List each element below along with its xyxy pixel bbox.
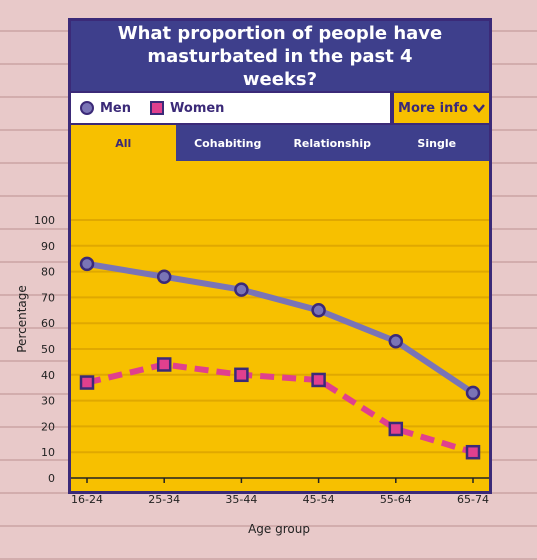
legend: Men Women	[71, 93, 390, 123]
data-point-women	[156, 357, 172, 372]
data-point-men	[79, 256, 95, 272]
more-info-label: More info	[398, 100, 468, 116]
legend-label-men: Men	[100, 100, 132, 116]
data-point-men	[388, 334, 404, 349]
chart-panel: What proportion of people have masturbat…	[68, 18, 492, 494]
series-line-men	[86, 260, 475, 396]
x-tick-label: 55-64	[380, 493, 412, 506]
x-tick-label: 25-34	[148, 493, 180, 506]
y-tick-label: 10	[41, 446, 55, 459]
chevron-down-icon	[473, 104, 485, 113]
more-info-button[interactable]: More info	[394, 93, 489, 123]
data-point-women	[79, 375, 95, 390]
data-point-women	[311, 372, 326, 388]
y-tick-label: 30	[41, 395, 55, 408]
data-point-men	[465, 385, 481, 401]
x-tick-label: 45-54	[303, 493, 335, 506]
tab-single-label: Single	[417, 136, 457, 150]
legend-item-women: Women	[150, 101, 224, 116]
y-tick-label: 70	[41, 291, 55, 304]
y-tick-label: 90	[41, 240, 55, 253]
tab-all[interactable]: All	[71, 125, 176, 161]
legend-row: Men Women More info	[71, 91, 489, 125]
data-point-women	[234, 367, 249, 383]
square-marker-icon	[150, 101, 165, 115]
tab-single[interactable]: Single	[385, 125, 490, 161]
tab-relationship[interactable]: Relationship	[280, 125, 385, 161]
tab-cohabiting-label: Cohabiting	[194, 136, 262, 150]
y-tick-label: 40	[41, 369, 55, 382]
tab-cohabiting[interactable]: Cohabiting	[176, 125, 281, 161]
legend-item-men: Men	[80, 101, 131, 116]
data-point-men	[156, 269, 172, 285]
data-point-women	[465, 444, 481, 460]
x-tick-label: 16-24	[71, 493, 103, 506]
y-tick-label: 0	[48, 472, 55, 485]
series-line-women	[86, 361, 474, 456]
data-point-men	[311, 303, 326, 318]
legend-label-women: Women	[170, 100, 225, 116]
x-axis-label: Age group	[248, 522, 310, 536]
circle-marker-icon	[80, 101, 94, 115]
data-point-women	[388, 421, 404, 437]
y-axis-label: Percentage	[15, 285, 29, 353]
filter-tabs: All Cohabiting Relationship Single	[71, 125, 489, 161]
y-tick-label: 50	[41, 343, 55, 356]
y-tick-label: 100	[34, 214, 55, 227]
data-point-men	[234, 282, 249, 297]
y-tick-label: 80	[41, 266, 55, 279]
chart-title-bar: What proportion of people have masturbat…	[71, 21, 489, 91]
y-tick-label: 60	[41, 317, 55, 330]
x-tick-label: 35-44	[225, 493, 257, 506]
tab-relationship-label: Relationship	[293, 136, 372, 150]
x-tick-label: 65-74	[457, 493, 489, 506]
y-tick-label: 20	[41, 420, 55, 433]
chart-title: What proportion of people have masturbat…	[117, 22, 443, 90]
tab-all-label: All	[115, 136, 132, 150]
